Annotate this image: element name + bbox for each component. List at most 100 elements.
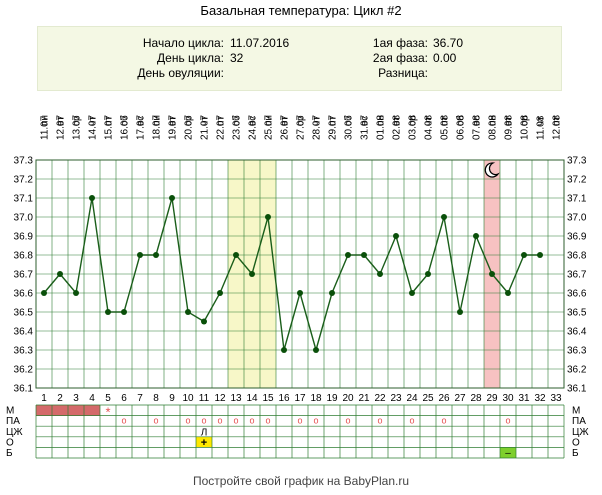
weekday-label: чт xyxy=(200,116,211,126)
x-day-label: 22 xyxy=(374,393,386,404)
cycle-start-label: Начало цикла: xyxy=(142,36,224,50)
star-mark: * xyxy=(105,405,110,420)
marks-row-label-left: М xyxy=(6,406,14,417)
pa-mark: o xyxy=(505,416,510,426)
cycle-day-label: День цикла: xyxy=(157,51,224,65)
date-label: 05.08 xyxy=(440,115,451,140)
weekday-label: вс xyxy=(136,116,147,126)
temperature-point xyxy=(377,271,383,277)
x-day-label: 1 xyxy=(41,393,47,404)
date-label: 21.07 xyxy=(200,115,211,140)
temperature-point xyxy=(73,290,79,296)
marks-row-label-left: ПА xyxy=(6,416,20,427)
x-day-label: 20 xyxy=(342,393,354,404)
y-tick-label-left: 36.9 xyxy=(14,232,34,243)
x-day-label: 23 xyxy=(390,393,402,404)
weekday-label: пн xyxy=(152,115,163,126)
temperature-point xyxy=(201,318,207,325)
ovulation-day-label: День овуляции: xyxy=(137,66,224,80)
x-day-label: 21 xyxy=(358,393,370,404)
x-day-label: 7 xyxy=(137,393,143,404)
date-label: 28.07 xyxy=(312,115,323,140)
pa-mark: o xyxy=(297,416,302,426)
y-tick-label-right: 36.6 xyxy=(567,289,587,300)
weekday-label: пт xyxy=(552,116,563,126)
temperature-point xyxy=(105,309,111,315)
date-label: 24.07 xyxy=(248,115,259,140)
date-label: 11.07 xyxy=(40,115,51,140)
difference-label: Разница: xyxy=(378,66,428,80)
date-label: 27.07 xyxy=(296,115,307,140)
weekday-label: чт xyxy=(312,116,323,126)
temperature-point xyxy=(153,252,159,258)
pa-mark: o xyxy=(249,416,254,426)
weekday-label: вс xyxy=(472,116,483,126)
temperature-point xyxy=(425,271,431,277)
y-tick-label-right: 37.3 xyxy=(567,156,587,167)
y-tick-label-left: 36.2 xyxy=(14,365,34,376)
footer-link[interactable]: Постройте свой график на BabyPlan.ru xyxy=(192,474,410,488)
weekday-label: ср xyxy=(184,115,195,126)
chart-title: Базальная температура: Цикл #2 xyxy=(200,3,402,18)
date-label: 02.08 xyxy=(392,115,403,140)
x-day-label: 4 xyxy=(89,393,95,404)
pa-mark: o xyxy=(345,416,350,426)
temperature-point xyxy=(185,309,191,315)
date-label: 08.08 xyxy=(488,115,499,140)
phase1-value: 36.70 xyxy=(433,36,464,50)
y-tick-label-right: 36.7 xyxy=(567,270,587,281)
temperature-line xyxy=(43,197,540,353)
y-tick-label-left: 36.3 xyxy=(14,346,34,357)
y-tick-label-right: 36.4 xyxy=(567,327,587,338)
temperature-point xyxy=(489,271,495,277)
moon-icon xyxy=(484,162,500,178)
weekday-label: сб xyxy=(231,115,243,126)
x-day-label: 13 xyxy=(230,393,242,404)
y-tick-label-left: 36.1 xyxy=(14,384,34,395)
date-label: 17.07 xyxy=(136,115,147,140)
date-label: 18.07 xyxy=(152,115,163,140)
date-label: 03.08 xyxy=(408,115,419,140)
phase2-label: 2ая фаза: xyxy=(372,51,428,65)
weekday-label: пт xyxy=(104,116,115,126)
temperature-point xyxy=(265,214,271,220)
pa-mark: o xyxy=(441,416,446,426)
y-tick-label-right: 37.0 xyxy=(567,213,587,224)
x-day-label: 33 xyxy=(550,393,562,404)
date-label: 04.08 xyxy=(424,115,435,140)
y-tick-label-right: 36.2 xyxy=(567,365,587,376)
pa-mark: o xyxy=(377,416,382,426)
y-tick-label-left: 37.0 xyxy=(14,213,34,224)
pa-mark: o xyxy=(217,416,222,426)
x-day-label: 17 xyxy=(294,393,306,404)
pa-mark: o xyxy=(121,416,126,426)
marks-row-label-left: О xyxy=(6,437,14,448)
weekday-label: пт xyxy=(328,116,339,126)
y-tick-label-left: 37.1 xyxy=(14,194,34,205)
marks-row-label-right: О xyxy=(572,437,580,448)
date-label: 10.08 xyxy=(520,115,531,140)
temperature-point xyxy=(233,252,239,258)
date-label: 15.07 xyxy=(104,115,115,140)
phase2-value: 0.00 xyxy=(433,51,457,65)
temperature-point xyxy=(297,290,303,296)
temperature-point xyxy=(361,252,367,258)
cycle-info-panel: Начало цикла: 11.07.2016 День цикла: 32 … xyxy=(37,26,562,91)
temperature-point xyxy=(521,252,527,258)
y-tick-label-left: 36.4 xyxy=(14,327,34,338)
date-label: 07.08 xyxy=(472,115,483,140)
date-label: 12.07 xyxy=(56,115,67,140)
y-tick-label-right: 36.5 xyxy=(567,308,587,319)
pa-mark: o xyxy=(409,416,414,426)
temperature-point xyxy=(249,271,255,277)
menses-cell xyxy=(36,405,52,416)
weekday-label: вт xyxy=(392,116,403,126)
x-day-label: 11 xyxy=(199,393,210,404)
y-tick-label-left: 36.7 xyxy=(14,270,34,281)
pa-mark: o xyxy=(265,416,270,426)
x-day-label: 24 xyxy=(406,393,418,404)
x-day-label: 14 xyxy=(246,393,258,404)
y-tick-label-left: 36.5 xyxy=(14,308,34,319)
date-label: 25.07 xyxy=(264,115,275,140)
marks-row-label-left: Б xyxy=(6,448,13,459)
